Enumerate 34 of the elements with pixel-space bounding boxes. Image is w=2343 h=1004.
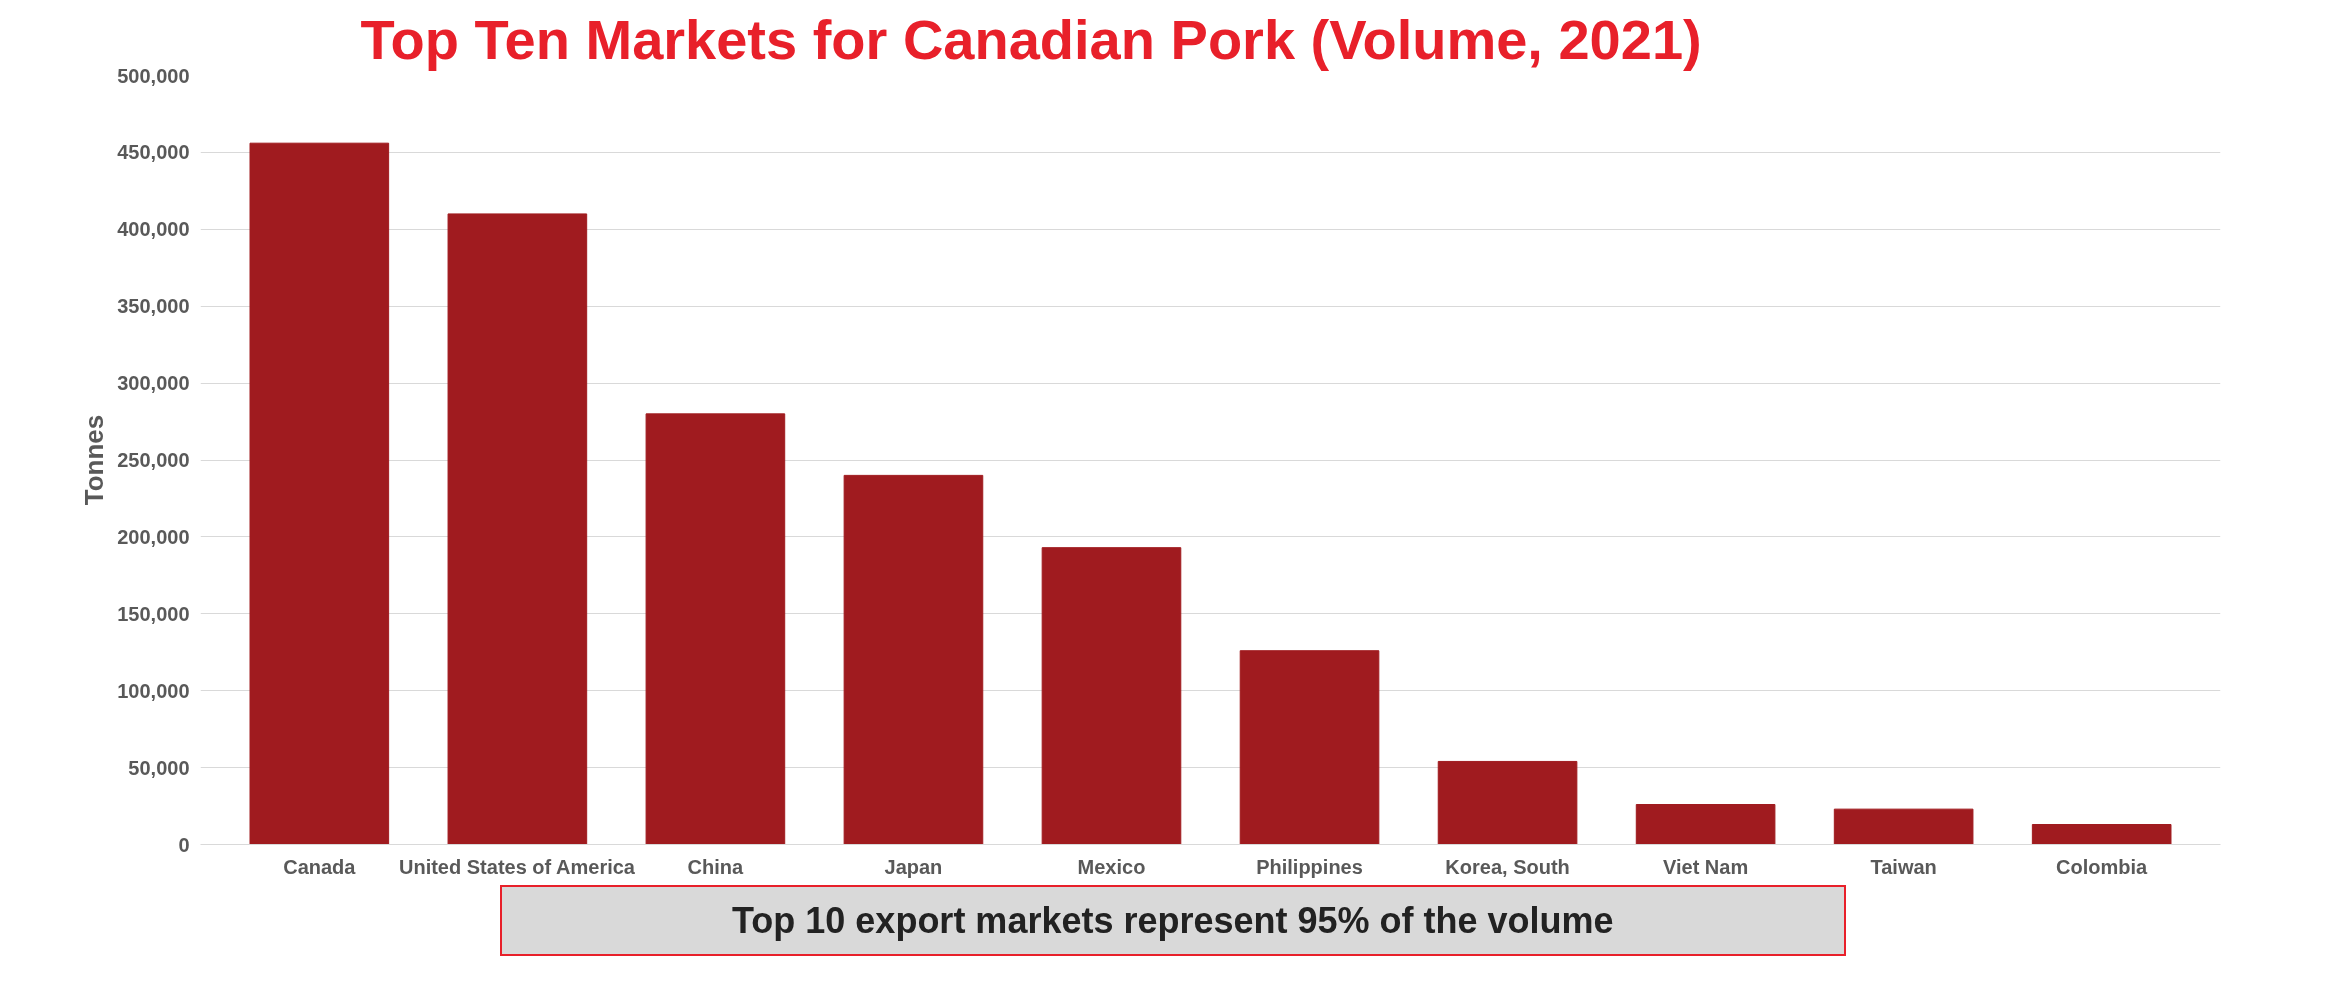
chart-title: Top Ten Markets for Canadian Pork (Volume, 2021) <box>360 7 1702 71</box>
y-tick-label: 300,000 <box>117 372 190 395</box>
x-tick-label: Korea, South <box>1445 855 1570 878</box>
y-tick-label: 0 <box>178 833 190 856</box>
y-tick-label: 100,000 <box>117 679 190 702</box>
y-axis-title: Tonnes <box>79 414 110 506</box>
bar <box>1437 760 1578 845</box>
x-tick-label: Mexico <box>1077 855 1146 878</box>
bar <box>843 474 984 845</box>
bar <box>1635 804 1776 845</box>
x-tick-label: Philippines <box>1256 855 1363 878</box>
y-tick-label: 150,000 <box>117 602 190 625</box>
y-tick-label: 50,000 <box>128 756 190 779</box>
bar <box>645 413 786 845</box>
x-tick-label: Canada <box>283 855 357 878</box>
bar <box>1041 547 1182 845</box>
y-tick-label: 400,000 <box>117 218 190 241</box>
bar <box>1239 650 1380 845</box>
y-tick-label: 200,000 <box>117 525 190 548</box>
x-tick-label: Viet Nam <box>1662 855 1749 878</box>
x-tick-label: China <box>687 855 745 878</box>
y-tick-label: 250,000 <box>117 449 190 471</box>
bar <box>447 213 588 845</box>
bar <box>1833 808 1974 845</box>
x-tick-label: Colombia <box>2056 855 2149 878</box>
y-tick-label: 350,000 <box>117 295 190 318</box>
bar <box>249 142 390 845</box>
text: Top 10 export markets represent 95% of the volume <box>732 899 1614 943</box>
bar <box>2031 824 2172 845</box>
x-tick-label: Taiwan <box>1870 855 1937 878</box>
x-tick-label: United States of America <box>399 855 636 878</box>
x-tick-label: Japan <box>884 855 943 878</box>
y-tick-label: 500,000 <box>117 64 190 87</box>
y-tick-label: 450,000 <box>117 141 190 164</box>
